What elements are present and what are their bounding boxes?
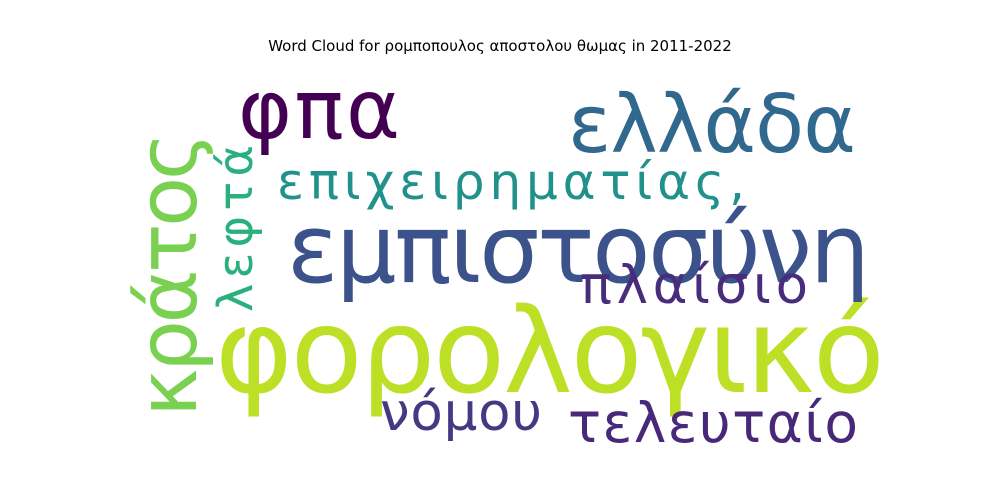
word-2: εμπιστοσύνη — [287, 195, 870, 305]
word-5: κράτος — [121, 132, 216, 417]
word-6: επιχειρηματίας, — [277, 153, 745, 211]
word-10: τελευταίο — [568, 391, 858, 455]
word-9: νόμου — [380, 382, 542, 443]
word-3: φπα — [238, 63, 400, 158]
word-7: πλαίσιο — [580, 255, 808, 316]
word-8: λεφτά — [208, 145, 264, 312]
word-4: ελλάδα — [568, 78, 856, 171]
word-1: φορολογικό — [215, 282, 885, 420]
chart-title: Word Cloud for ρομποπουλος αποστολου θωμ… — [268, 37, 732, 55]
